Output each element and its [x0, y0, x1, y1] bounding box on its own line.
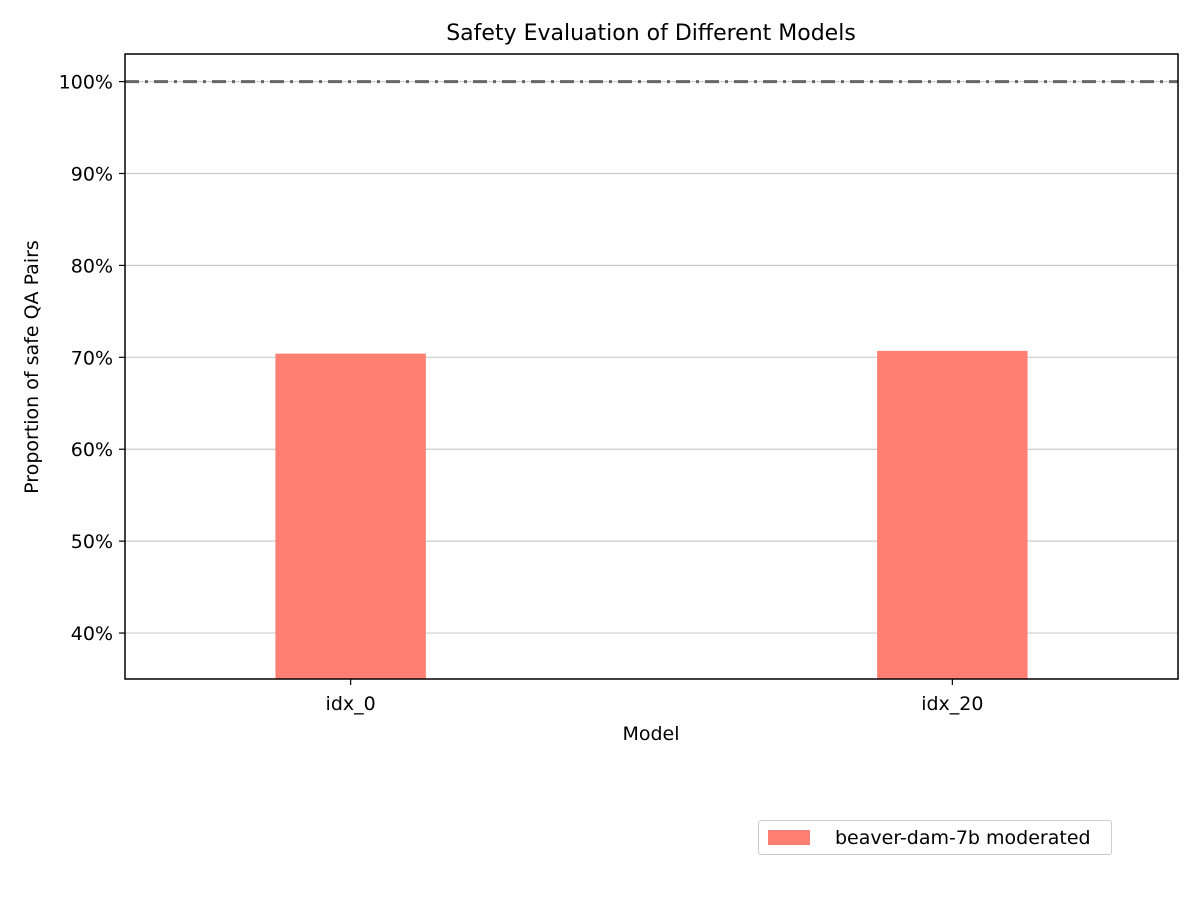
- y-tick-label: 90%: [71, 163, 113, 185]
- y-axis-label: Proportion of safe QA Pairs: [21, 240, 43, 494]
- y-tick-label: 100%: [59, 72, 113, 94]
- bar-idx_20: [877, 350, 1028, 679]
- legend-label: beaver-dam-7b moderated: [835, 826, 1091, 849]
- bar-idx_0: [275, 353, 426, 679]
- legend: beaver-dam-7b moderated: [758, 820, 1112, 855]
- x-tick-label: idx_0: [326, 693, 376, 715]
- y-axis-ticks: 40% 50% 60% 70% 80% 90% 100%: [59, 72, 125, 645]
- y-tick-label: 70%: [71, 347, 113, 369]
- y-tick-label: 60%: [71, 439, 113, 461]
- bars: [275, 350, 1028, 679]
- x-tick-label: idx_20: [921, 693, 983, 715]
- y-tick-label: 80%: [71, 255, 113, 277]
- plot-area-frame: [124, 53, 1179, 680]
- legend-swatch: [768, 830, 810, 845]
- x-axis-label: Model: [622, 723, 679, 745]
- y-tick-label: 40%: [71, 623, 113, 645]
- x-axis-ticks: idx_0 idx_20: [326, 679, 983, 715]
- chart-title: Safety Evaluation of Different Models: [446, 21, 856, 46]
- y-tick-label: 50%: [71, 531, 113, 553]
